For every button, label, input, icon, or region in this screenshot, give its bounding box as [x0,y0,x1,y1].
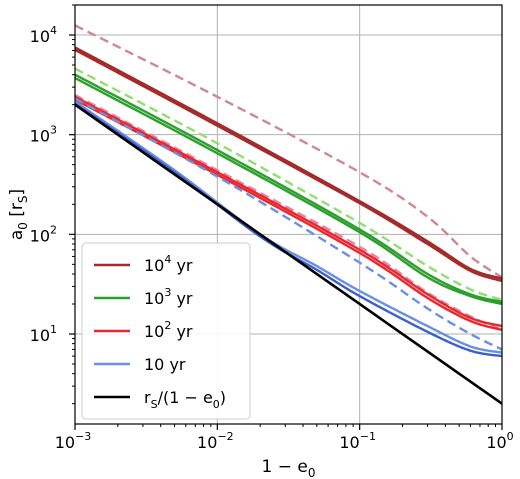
series-line-e1-solid [75,100,502,354]
y-tick-label: 102 [30,223,57,245]
y-axis-label-unit-sub: S [16,195,30,203]
x-tick-label-base: 10 [339,433,359,452]
y-tick-label-exponent: 1 [50,323,57,336]
legend: 104 yr 103 yr 102 yr 10 yr rS/(1 − e0) [81,242,251,420]
y-axis-label-sub: 0 [16,222,30,230]
series-line-e4-solid [75,46,502,280]
legend-label-e3: 103 yr [144,286,193,308]
legend-box [81,242,251,420]
x-tick-label: 100 [486,430,513,452]
plot-frame [74,4,503,425]
legend-label-e2: 102 yr [144,319,193,341]
y-tick-label-exponent: 4 [50,24,57,37]
series-line-e3-dashed [75,67,502,302]
x-tick-label-base: 10 [197,433,217,452]
series-line-e2-dashed [75,93,502,331]
x-tick-label-base: 10 [55,433,75,452]
series-group [75,24,502,405]
x-tick-label-exponent: −2 [217,430,233,443]
series-line-e3-solid [75,73,502,304]
series-line-e2-solid [75,95,502,328]
legend-label-e4: 104 yr [144,253,193,275]
y-tick-label: 103 [30,124,57,146]
x-tick-label: 10−2 [197,430,234,452]
series-line-e1-dashed [75,97,502,351]
y-tick-label-base: 10 [30,127,50,146]
y-axis-label: a0 [rS] [7,189,30,240]
y-tick-label: 104 [30,24,57,46]
x-tick-label: 10−3 [55,430,92,452]
x-axis-label-main: 1 − e [262,457,308,477]
series-line-rs [75,103,502,405]
legend-label-e1: 10 yr [144,355,186,374]
x-axis-label-sub: 0 [308,466,316,479]
y-tick-label-base: 10 [30,326,50,345]
series-line-e4-dashed [75,24,502,279]
x-tick-label: 10−1 [339,430,376,452]
x-tick-label-exponent: −3 [75,430,91,443]
legend-label-rs: rS/(1 − e0) [144,388,226,411]
y-axis-label-main: a [7,230,27,240]
series-line-e4-solid-2 [75,48,502,283]
y-tick-label-exponent: 2 [50,223,57,236]
x-tick-label-base: 10 [486,433,506,452]
y-axis-label-unit: [r [7,203,27,222]
y-axis-label-close: ] [7,189,27,196]
y-tick-label-base: 10 [30,27,50,46]
y-tick-label-base: 10 [30,226,50,245]
series-line-e3-solid-2 [75,76,502,306]
y-tick-label: 101 [30,323,57,345]
x-tick-label-exponent: −1 [360,430,376,443]
y-tick-label-exponent: 3 [50,124,57,137]
x-tick-label-exponent: 0 [507,430,514,443]
axis-labels: 1 − e0 a0 [rS] [7,189,315,479]
x-axis-label: 1 − e0 [262,457,316,479]
